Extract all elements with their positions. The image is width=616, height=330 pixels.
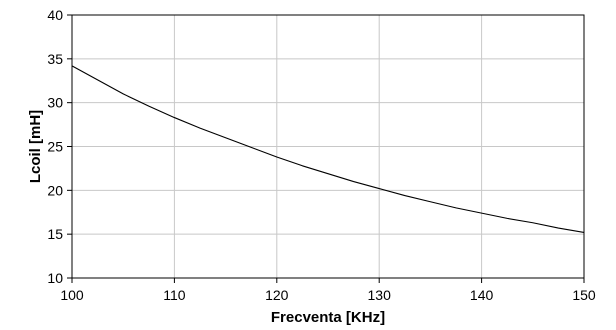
y-tick-label-1: 15	[47, 226, 63, 242]
y-tick-label-0: 10	[47, 270, 63, 286]
y-tick-label-6: 40	[47, 7, 63, 23]
y-axis-title: Lcoil [mH]	[27, 110, 44, 183]
axis-ticks: 100 110 120 130 140 150 10 15 20 25 30 35 40	[47, 7, 595, 303]
x-tick-label-4: 140	[470, 287, 494, 303]
y-tick-label-5: 35	[47, 51, 63, 67]
x-tick-label-2: 120	[265, 287, 289, 303]
series-lines	[71, 65, 585, 233]
x-tick-label-0: 100	[60, 287, 84, 303]
series-line-0	[71, 65, 585, 233]
y-tick-label-3: 25	[47, 139, 63, 155]
gridlines	[72, 15, 584, 278]
x-tick-label-3: 130	[368, 287, 392, 303]
x-axis-title: Frecventa [KHz]	[271, 309, 385, 326]
x-tick-label-5: 150	[572, 287, 596, 303]
y-tick-label-2: 20	[47, 182, 63, 198]
x-tick-label-1: 110	[163, 287, 186, 303]
y-tick-label-4: 30	[47, 95, 63, 111]
